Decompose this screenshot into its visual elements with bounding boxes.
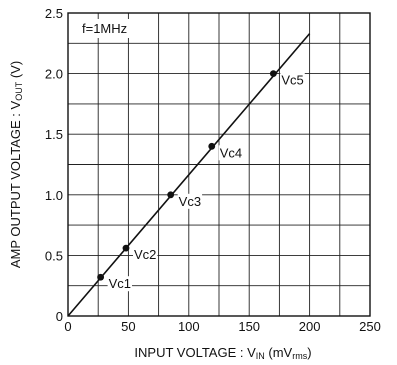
data-point: [208, 142, 216, 150]
y-axis-title-prefix: AMP OUTPUT VOLTAGE : V: [8, 100, 23, 268]
y-axis-title-sub: OUT: [14, 81, 24, 101]
x-tick-label: 150: [238, 319, 260, 334]
point-label: Vc4: [220, 145, 242, 160]
x-axis-title-unit-close: ): [307, 345, 311, 360]
x-tick-label: 50: [121, 319, 135, 334]
point-label-background: [218, 145, 244, 161]
x-axis-title: INPUT VOLTAGE : VIN (mVrms): [134, 345, 311, 361]
x-tick-label: 100: [178, 319, 200, 334]
data-point: [167, 191, 175, 199]
point-label-background: [132, 247, 158, 263]
y-axis-title: AMP OUTPUT VOLTAGE : VOUT (V): [8, 61, 24, 268]
point-label-background: [177, 193, 203, 209]
grid: [68, 13, 370, 316]
y-tick-label: 2.0: [45, 67, 63, 82]
point-label-background: [107, 276, 133, 292]
data-point: [122, 244, 130, 252]
data-point: [97, 273, 105, 281]
annotation-text: f=1MHz: [82, 21, 127, 36]
x-tick-label: 200: [299, 319, 321, 334]
point-label: Vc3: [179, 194, 201, 209]
point-label: Vc2: [134, 247, 156, 262]
y-axis-title-unit: (V): [8, 61, 23, 82]
y-tick-label: 0.5: [45, 248, 63, 263]
y-tick-label: 2.5: [45, 6, 63, 21]
annotation-box: f=1MHz: [80, 19, 130, 38]
plot-frame: [67, 12, 371, 317]
series-line: [67, 33, 311, 317]
x-axis-title-sub: IN: [256, 351, 265, 361]
x-axis-title-prefix: INPUT VOLTAGE : V: [134, 345, 256, 360]
y-tick-label: 1.0: [45, 188, 63, 203]
series: [67, 33, 311, 317]
point-label: Vc5: [281, 73, 303, 88]
x-tick-label: 250: [359, 319, 381, 334]
point-label: Vc1: [109, 276, 131, 291]
annotation-background: [80, 19, 130, 38]
y-tick-label: 0: [56, 309, 63, 324]
tick-labels: 0 50 100 150 200 250 0 0.5 1.0 1.5 2.0 2.5: [45, 6, 381, 334]
y-tick-label: 1.5: [45, 127, 63, 142]
data-point: [269, 70, 277, 77]
x-axis-title-unit-sub: rms: [292, 351, 307, 361]
x-axis-title-unit-open: (mV: [265, 345, 293, 360]
point-label-background: [280, 72, 305, 88]
x-tick-label: 0: [64, 319, 71, 334]
